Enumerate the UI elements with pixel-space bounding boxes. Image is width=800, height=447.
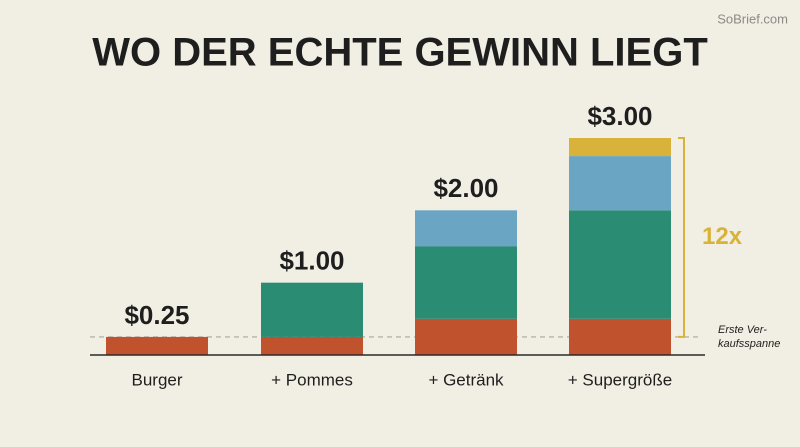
x-tick-label: + Getränk <box>428 370 504 389</box>
bar-segment <box>106 336 208 355</box>
total-label: $3.00 <box>587 101 652 131</box>
bar-segment <box>415 318 517 355</box>
bar-segment <box>415 246 517 319</box>
bracket-label: 12x <box>702 223 743 250</box>
reference-label: kaufsspanne <box>718 338 780 350</box>
reference-label: Erste Ver- <box>718 324 767 336</box>
bar-segment <box>569 156 671 211</box>
bar-segment <box>569 318 671 355</box>
x-tick-label: Burger <box>131 370 182 389</box>
total-label: $0.25 <box>124 300 189 330</box>
watermark: SoBrief.com <box>717 11 788 26</box>
bar-segment <box>569 138 671 157</box>
bar-segment <box>261 282 363 337</box>
bar-segment <box>261 336 363 355</box>
total-label: $1.00 <box>279 246 344 276</box>
chart-title: WO DER ECHTE GEWINN LIEGT <box>92 31 708 75</box>
bar-segment <box>415 210 517 247</box>
bar-segment <box>569 210 671 319</box>
x-tick-label: + Pommes <box>271 370 353 389</box>
x-tick-label: + Supergröße <box>568 370 672 389</box>
total-label: $2.00 <box>433 173 498 203</box>
bracket <box>678 137 685 338</box>
